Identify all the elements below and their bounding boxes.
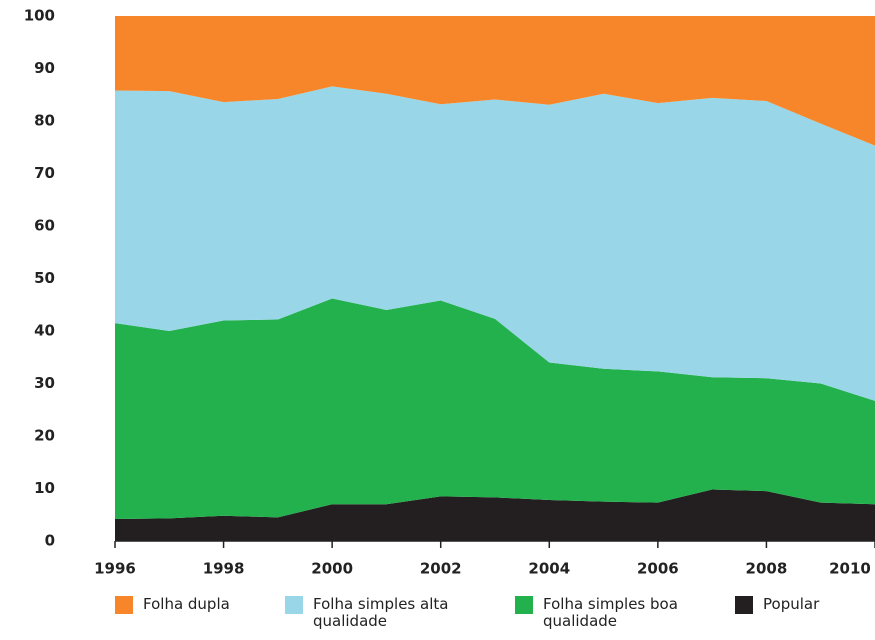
chart: 0 10 20 30 40 50 60 70 80 90 100 1996 1998 2000 2002 20…: [24, 7, 875, 578]
y-tick-label: 0: [45, 532, 55, 550]
area: [115, 489, 875, 541]
x-tick-label: 2000: [311, 560, 353, 578]
legend: Folha dupla Folha simples alta qualidade F…: [0, 596, 875, 640]
legend-swatch: [735, 596, 753, 614]
y-tick-label: 50: [34, 269, 55, 287]
area: [115, 298, 875, 519]
legend-swatch: [115, 596, 133, 614]
x-tick-label: 2008: [746, 560, 788, 578]
legend-item: Folha simples alta qualidade: [285, 596, 473, 630]
y-tick-label: 20: [34, 427, 55, 445]
area: [115, 86, 875, 401]
y-tick-label: 30: [34, 374, 55, 392]
y-tick-label: 90: [34, 59, 55, 77]
legend-label: Folha simples alta qualidade: [313, 595, 449, 630]
legend-item: Folha simples boa qualidade: [515, 596, 703, 630]
x-tick-label: 1998: [203, 560, 245, 578]
x-tick-label: 1996: [94, 560, 136, 578]
y-tick-label: 60: [34, 217, 55, 235]
legend-label: Folha simples boa qualidade: [543, 595, 678, 630]
legend-item: Folha dupla: [115, 596, 313, 614]
legend-label: Popular: [763, 595, 820, 613]
area: [115, 16, 875, 146]
y-tick-label: 40: [34, 322, 55, 340]
x-tick-label: 2004: [528, 560, 570, 578]
legend-swatch: [515, 596, 533, 614]
x-tick-label: 2006: [637, 560, 679, 578]
legend-label: Folha dupla: [143, 595, 230, 613]
legend-swatch: [285, 596, 303, 614]
y-tick-label: 100: [24, 7, 55, 25]
y-tick-label: 70: [34, 164, 55, 182]
legend-item: Popular: [735, 596, 875, 614]
x-tick-label: 2010: [829, 560, 871, 578]
x-tick-label: 2002: [420, 560, 462, 578]
y-tick-label: 10: [34, 479, 55, 497]
y-tick-label: 80: [34, 112, 55, 130]
